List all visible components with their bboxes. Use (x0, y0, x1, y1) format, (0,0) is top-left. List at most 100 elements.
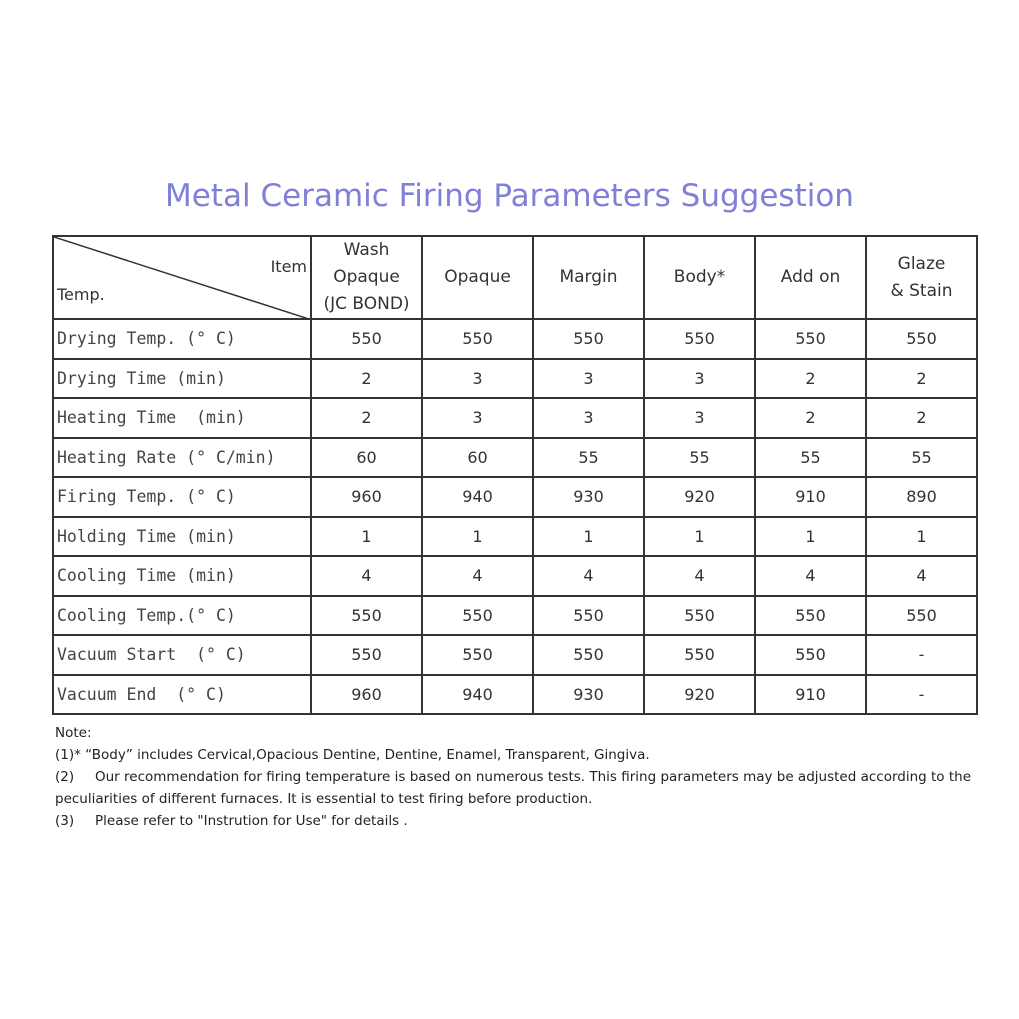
header-row: Item Temp. Wash Opaque (JC BOND) Opaque Marg… (52, 235, 978, 320)
table-cell: 60 (421, 436, 534, 478)
column-header: Wash Opaque (JC BOND) (310, 235, 423, 320)
table-cell: 550 (310, 594, 423, 636)
table-cell: 960 (310, 476, 423, 518)
table-cell: 3 (532, 357, 645, 399)
table-cell: 1 (421, 515, 534, 557)
table-cell: 550 (754, 594, 867, 636)
note-2-cont: peculiarities of different furnaces. It … (55, 791, 593, 807)
table-cell: 550 (421, 634, 534, 676)
table-cell: 2 (754, 397, 867, 439)
table-cell: 940 (421, 673, 534, 715)
table-cell: 4 (310, 555, 423, 597)
column-header: Add on (754, 235, 867, 320)
table-cell: 4 (643, 555, 756, 597)
corner-temp-label: Temp. (57, 285, 105, 304)
table-cell: 550 (310, 634, 423, 676)
column-header: Body* (643, 235, 756, 320)
table-cell: 3 (532, 397, 645, 439)
table-cell: 550 (421, 318, 534, 360)
table-cell: 4 (865, 555, 978, 597)
table-cell: 920 (643, 476, 756, 518)
column-header: Opaque (421, 235, 534, 320)
note-1: (1)* “Body” includes Cervical,Opacious D… (55, 747, 650, 763)
table-row: Drying Temp. (° C) 550 550 550 550 550 550 (52, 318, 978, 360)
table-row: Vacuum End (° C) 960 940 930 920 910- (52, 673, 978, 715)
column-header-line: Glaze (897, 253, 946, 274)
column-header-line: (JC BOND) (323, 294, 410, 314)
table-row: Drying Time (min) 2 3 3 3 2 2 (52, 357, 978, 399)
table-cell: - (865, 673, 978, 715)
table-cell: - (865, 634, 978, 676)
table-cell: 550 (643, 318, 756, 360)
table-cell: 550 (532, 318, 645, 360)
table-cell: 3 (643, 357, 756, 399)
row-label: Firing Temp. (° C) (52, 476, 312, 518)
table-row: Cooling Time (min) 4 4 4 4 4 4 (52, 555, 978, 597)
table-cell: 1 (532, 515, 645, 557)
row-label: Drying Time (min) (52, 357, 312, 399)
table-cell: 930 (532, 476, 645, 518)
column-header-line: Opaque (444, 267, 511, 287)
table-cell: 930 (532, 673, 645, 715)
note-3: (3) Please refer to "Instrution for Use" … (55, 813, 408, 829)
table-row: Vacuum Start (° C) 550 550 550 550 550- (52, 634, 978, 676)
firing-parameters-table: Item Temp. Wash Opaque (JC BOND) Opaque Marg… (52, 235, 978, 715)
column-header: Glaze & Stain (865, 235, 978, 320)
table-cell: 4 (421, 555, 534, 597)
table-cell: 550 (643, 594, 756, 636)
column-header-line: Opaque (333, 267, 400, 287)
diagonal-divider (54, 237, 312, 320)
table-cell: 550 (532, 634, 645, 676)
page-title: Metal Ceramic Firing Parameters Suggesti… (165, 178, 854, 214)
note-2: (2) Our recommendation for firing tempera… (55, 769, 972, 785)
table-cell: 890 (865, 476, 978, 518)
table-row: Holding Time (min) 1 1 1 1 1 1 (52, 515, 978, 557)
table-cell: 550 (865, 318, 978, 360)
table-cell: 550 (532, 594, 645, 636)
table-cell: 4 (532, 555, 645, 597)
table-cell: 1 (310, 515, 423, 557)
table-cell: 4 (754, 555, 867, 597)
table-cell: 2 (865, 357, 978, 399)
table-cell: 550 (865, 594, 978, 636)
table-row: Heating Time (min) 2 3 3 3 2 2 (52, 397, 978, 439)
table-cell: 1 (865, 515, 978, 557)
column-header-line: Add on (780, 267, 841, 287)
table-cell: 2 (310, 357, 423, 399)
table-cell: 1 (754, 515, 867, 557)
table-cell: 60 (310, 436, 423, 478)
table-cell: 55 (643, 436, 756, 478)
table-cell: 55 (532, 436, 645, 478)
notes: Note: (1)* “Body” includes Cervical,Opac… (55, 722, 975, 832)
table-cell: 550 (754, 634, 867, 676)
row-label: Holding Time (min) (52, 515, 312, 557)
row-label: Vacuum End (° C) (52, 673, 312, 715)
table-cell: 55 (865, 436, 978, 478)
column-header-line: Wash (343, 240, 390, 260)
table-cell: 3 (643, 397, 756, 439)
table-row: Heating Rate (° C/min) 60 60 55 55 55 55 (52, 436, 978, 478)
notes-heading: Note: (55, 725, 92, 741)
table-cell: 2 (754, 357, 867, 399)
row-label: Heating Rate (° C/min) (52, 436, 312, 478)
table-cell: 920 (643, 673, 756, 715)
column-header-line: Body* (673, 267, 726, 287)
table-cell: 550 (310, 318, 423, 360)
row-label: Cooling Time (min) (52, 555, 312, 597)
table-cell: 550 (754, 318, 867, 360)
row-label: Drying Temp. (° C) (52, 318, 312, 360)
table-cell: 550 (421, 594, 534, 636)
row-label: Vacuum Start (° C) (52, 634, 312, 676)
table-cell: 3 (421, 357, 534, 399)
table-cell: 3 (421, 397, 534, 439)
corner-item-label: Item (270, 257, 307, 276)
column-header: Margin (532, 235, 645, 320)
table-cell: 940 (421, 476, 534, 518)
table-cell: 550 (643, 634, 756, 676)
table-cell: 1 (643, 515, 756, 557)
table-cell: 2 (865, 397, 978, 439)
row-label: Cooling Temp.(° C) (52, 594, 312, 636)
table-cell: 55 (754, 436, 867, 478)
column-header-line: Margin (559, 267, 618, 287)
table-cell: 910 (754, 476, 867, 518)
